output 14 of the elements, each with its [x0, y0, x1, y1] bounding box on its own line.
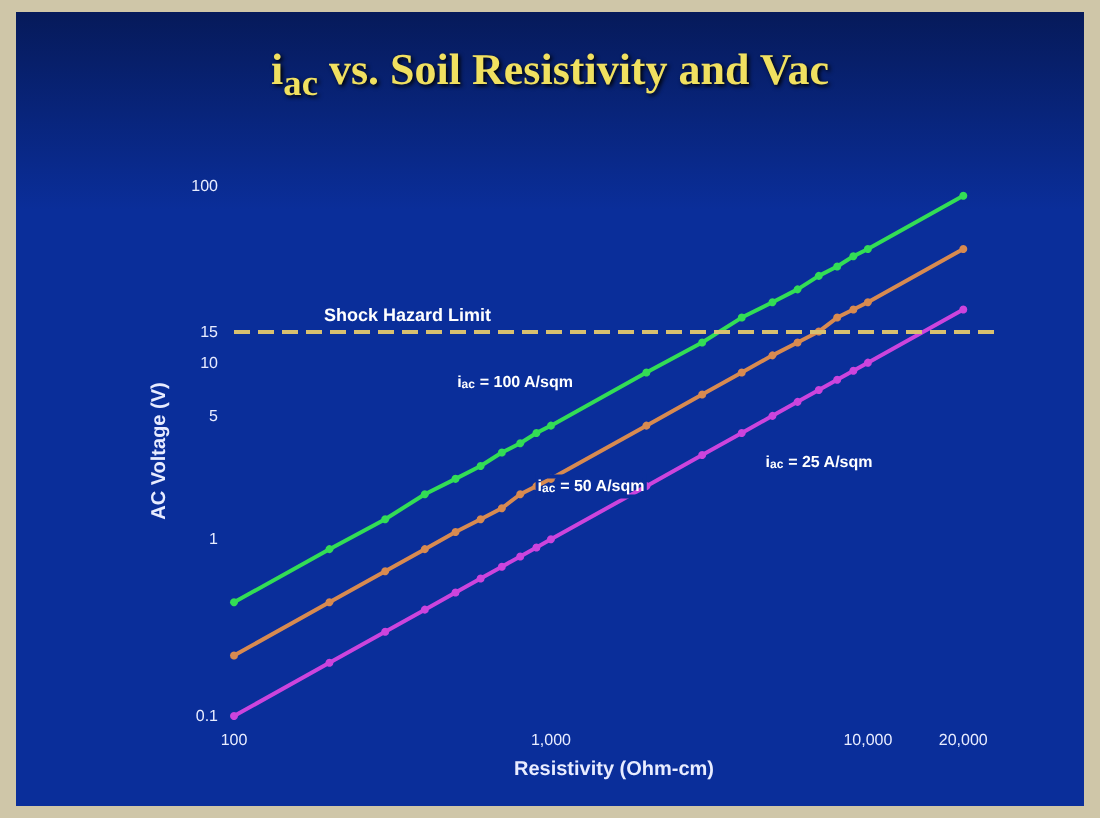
- y-tick-label: 100: [191, 177, 220, 195]
- chart-title: i$_{ac}$ vs. Soil Resistivity and Vac: [269, 44, 831, 105]
- ref-line-label: Shock Hazard Limit: [324, 304, 492, 325]
- x-tick-label: 100: [220, 731, 249, 749]
- x-tick-label: 1,000: [530, 731, 573, 749]
- y-axis-title: AC Voltage (V): [148, 382, 171, 520]
- x-tick-label: 10,000: [843, 731, 894, 749]
- y-tick-label: 10: [200, 353, 220, 372]
- y-tick-label: 15: [200, 322, 220, 341]
- y-tick-label: 0.1: [195, 707, 220, 725]
- y-tick-label: 5: [209, 406, 220, 425]
- y-tick-label: 1: [209, 530, 220, 549]
- x-axis-title: Resistivity (Ohm-cm): [513, 759, 715, 781]
- x-tick-label: 20,000: [938, 731, 989, 749]
